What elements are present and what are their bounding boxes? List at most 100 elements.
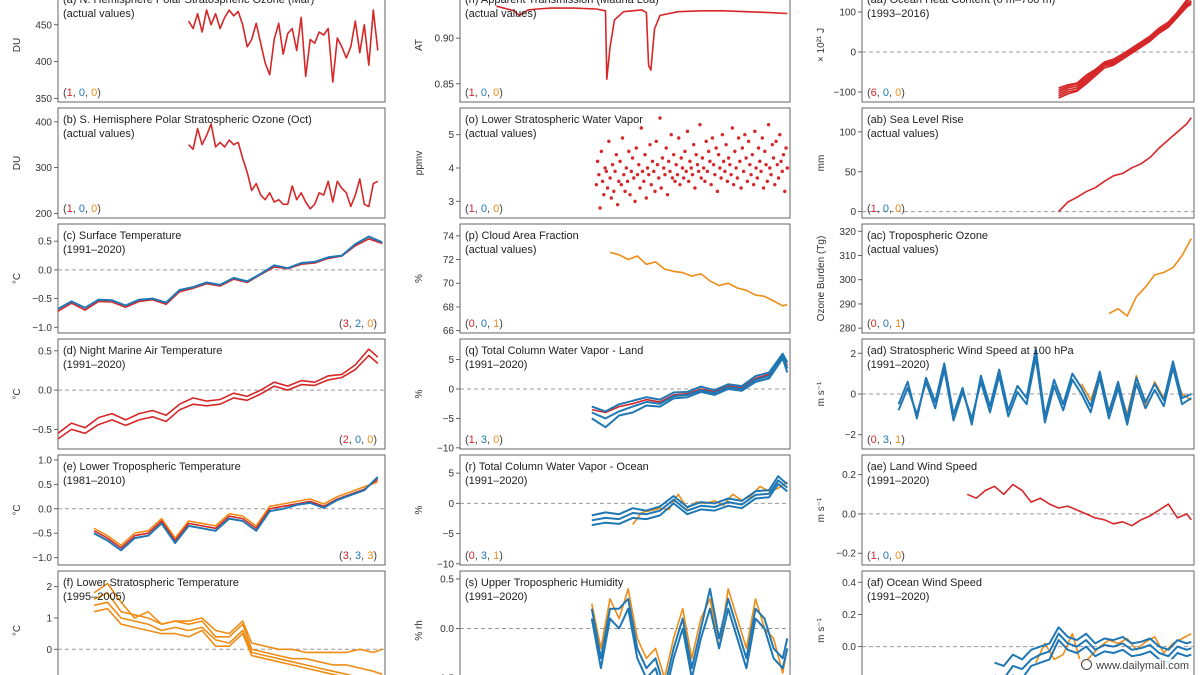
dataset-counts: (6, 0, 0) [867,87,905,99]
dataset-count-blue: 3 [481,550,487,562]
count-punctuation: , [475,87,481,99]
dataset-counts: (1, 0, 0) [465,203,503,215]
dataset-count-red: 6 [871,87,877,99]
count-punctuation: ) [499,87,503,99]
globe-icon [1081,659,1093,670]
scatter-point [765,179,770,184]
plot-area [58,582,385,675]
y-tick-label: 100 [839,127,856,138]
series-line [591,352,789,413]
series-line [187,9,379,83]
dataset-count-blue: 2 [355,318,361,330]
scatter-point [689,166,693,170]
scatter-point [780,169,784,174]
scatter-point [749,172,753,177]
dataset-count-orange: 0 [895,550,901,562]
scatter-point [783,189,787,194]
dataset-count-blue: 0 [355,434,361,446]
scatter-point [708,159,712,164]
scatter-point [774,139,778,144]
dataset-count-orange: 0 [91,87,97,99]
dataset-count-orange: 3 [367,550,373,562]
panel-r: −10 −5 0 5% (r) Total Column Water Vapor - O… [414,454,791,570]
scatter-point [768,166,772,170]
count-punctuation: ( [867,203,871,215]
scatter-point [693,186,697,190]
dataset-count-orange: 0 [493,203,499,215]
count-punctuation: ( [465,550,469,562]
y-tick-label: 0.0 [38,265,52,276]
scatter-point [635,172,640,177]
plot-area [58,476,385,552]
y-axis-label: % rh [414,620,425,641]
panel-subtitle: (actual values) [465,8,537,20]
panel-frame [459,338,791,450]
y-tick-label: −0.5 [32,529,52,540]
scatter-point [630,156,635,160]
panel-title: (p) Cloud Area Fraction [465,230,579,242]
dataset-count-blue: 3 [481,434,487,446]
y-tick-label: −0.5 [32,425,52,436]
dataset-counts: (0, 0, 1) [465,318,503,330]
dataset-count-red: 1 [67,203,73,215]
panel-subtitle: (1993–2016) [867,8,929,20]
scatter-point [622,172,626,177]
panel-title: (n) Apparent Transmission (Mauna Loa) [465,0,659,6]
scatter-point [698,122,702,127]
scatter-point [730,126,735,130]
panel-frame [57,338,386,450]
scatter-point [640,169,645,174]
series-line [58,354,379,440]
plot-area [609,251,788,307]
panel-subtitle: (1991–2020) [63,359,125,371]
series-line [93,601,353,675]
count-punctuation: ) [97,203,101,215]
series-line [897,356,1192,426]
scatter-point [598,206,602,210]
scatter-point [750,152,755,157]
dataset-count-orange: 1 [895,318,901,330]
count-punctuation: ) [499,550,503,562]
series-line [591,353,789,420]
y-tick-label: 2 [46,582,52,593]
panel-frame [459,0,791,103]
scatter-point [785,166,789,170]
y-tick-label: 200 [35,209,52,220]
scatter-point [655,162,660,167]
scatter-point [629,169,634,174]
scatter-point [769,172,773,177]
panel-frame [57,454,386,566]
panel-e: −1.0 −0.5 0.0 0.5 1.0 °C (e) Lower Tropospheri… [12,454,386,566]
dataset-counts: (0, 0, 1) [867,318,905,330]
y-tick-label: 4 [448,164,454,175]
scatter-point [703,179,707,184]
scatter-point [677,136,681,140]
panel-title: (o) Lower Stratospheric Water Vapor [465,114,643,126]
panel-q: −10 −5 0 5% (q) Total Column Water Vapor - L… [414,338,791,454]
series-line [1058,0,1190,91]
scatter-point [715,189,720,194]
count-punctuation: ) [373,434,377,446]
count-punctuation: ) [901,550,905,562]
y-tick-label: 280 [839,324,856,335]
series-line [58,348,379,434]
panel-o: 3 4 5 ppmv (o) Lower Stratospheric Water Vap… [414,107,791,219]
y-tick-label: 0.0 [842,509,856,520]
y-tick-label: −1.0 [32,323,52,334]
y-tick-label: 300 [839,275,856,286]
series-line [1058,0,1191,93]
scatter-point [617,179,621,184]
y-axis-label: °C [12,504,23,515]
panel-subtitle: (actual values) [867,244,939,256]
y-tick-label: 5 [448,355,454,366]
panel-subtitle: (actual values) [63,128,135,140]
count-punctuation: , [475,550,481,562]
panel-subtitle: (1981–2010) [63,475,125,487]
count-punctuation: , [349,318,355,330]
scatter-point [718,166,722,170]
scatter-point [696,169,701,174]
scatter-point [740,146,745,150]
scatter-point [680,166,685,170]
panel-subtitle: (1991–2020) [867,359,929,371]
